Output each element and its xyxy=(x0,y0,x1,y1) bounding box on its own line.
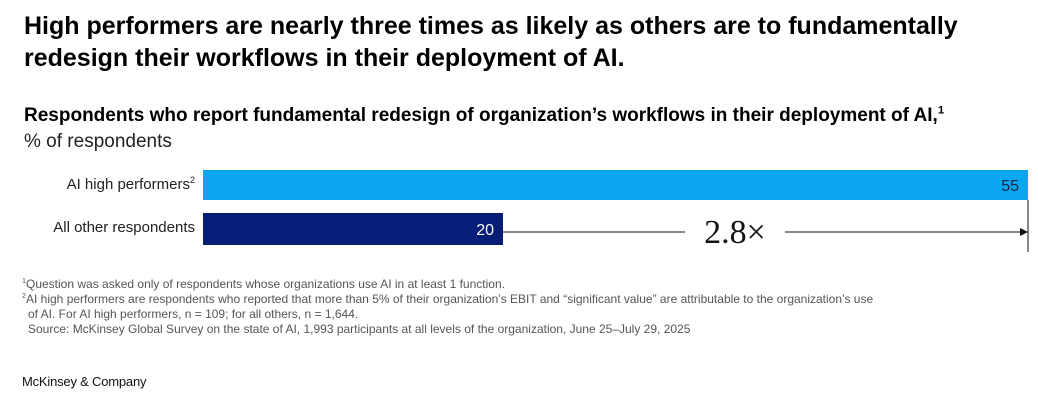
category-label-all-other-respondents-text: All other respondents xyxy=(53,219,195,236)
source-note-text: Source: McKinsey Global Survey on the st… xyxy=(28,322,691,336)
category-label-ai-high-performers: AI high performers2 xyxy=(66,175,195,194)
footnote-1-mark: 1 xyxy=(22,276,26,285)
category-label-ai-high-performers-footnote-mark: 2 xyxy=(189,175,195,185)
chart-headline: High performers are nearly three times a… xyxy=(24,12,958,72)
footnote-2-mark: 2 xyxy=(22,291,26,300)
chart-subtitle-footnote-mark: 1 xyxy=(937,104,945,117)
footnotes: 1Question was asked only of respondents … xyxy=(22,277,1032,337)
source-note: Source: McKinsey Global Survey on the st… xyxy=(22,322,1032,337)
bar-2 xyxy=(203,213,503,245)
bar-1 xyxy=(203,170,1028,200)
comparison-arrowhead xyxy=(1020,228,1028,236)
comparison-annotation: 2.8× xyxy=(704,214,766,251)
bar-value-label-2: 20 xyxy=(476,222,494,239)
brand-logo-text: McKinsey & Company xyxy=(22,374,147,389)
chart-subtitle-text: Respondents who report fundamental redes… xyxy=(24,105,938,126)
footnote-2-continued-text: of AI. For AI high performers, n = 109; … xyxy=(28,307,359,321)
category-label-ai-high-performers-text: AI high performers xyxy=(66,176,190,193)
footnote-2-continued: of AI. For AI high performers, n = 109; … xyxy=(22,307,1032,322)
category-label-all-other-respondents: All other respondents xyxy=(53,219,195,236)
footnote-1: 1Question was asked only of respondents … xyxy=(22,277,1032,292)
bar-value-label-1: 55 xyxy=(1001,178,1019,195)
footnote-2-text: AI high performers are respondents who r… xyxy=(26,292,874,306)
footnote-1-text: Question was asked only of respondents w… xyxy=(26,277,505,291)
chart-unit-label: % of respondents xyxy=(24,131,172,152)
footnote-2: 2AI high performers are respondents who … xyxy=(22,292,1032,307)
chart-subtitle: Respondents who report fundamental redes… xyxy=(24,104,1034,128)
